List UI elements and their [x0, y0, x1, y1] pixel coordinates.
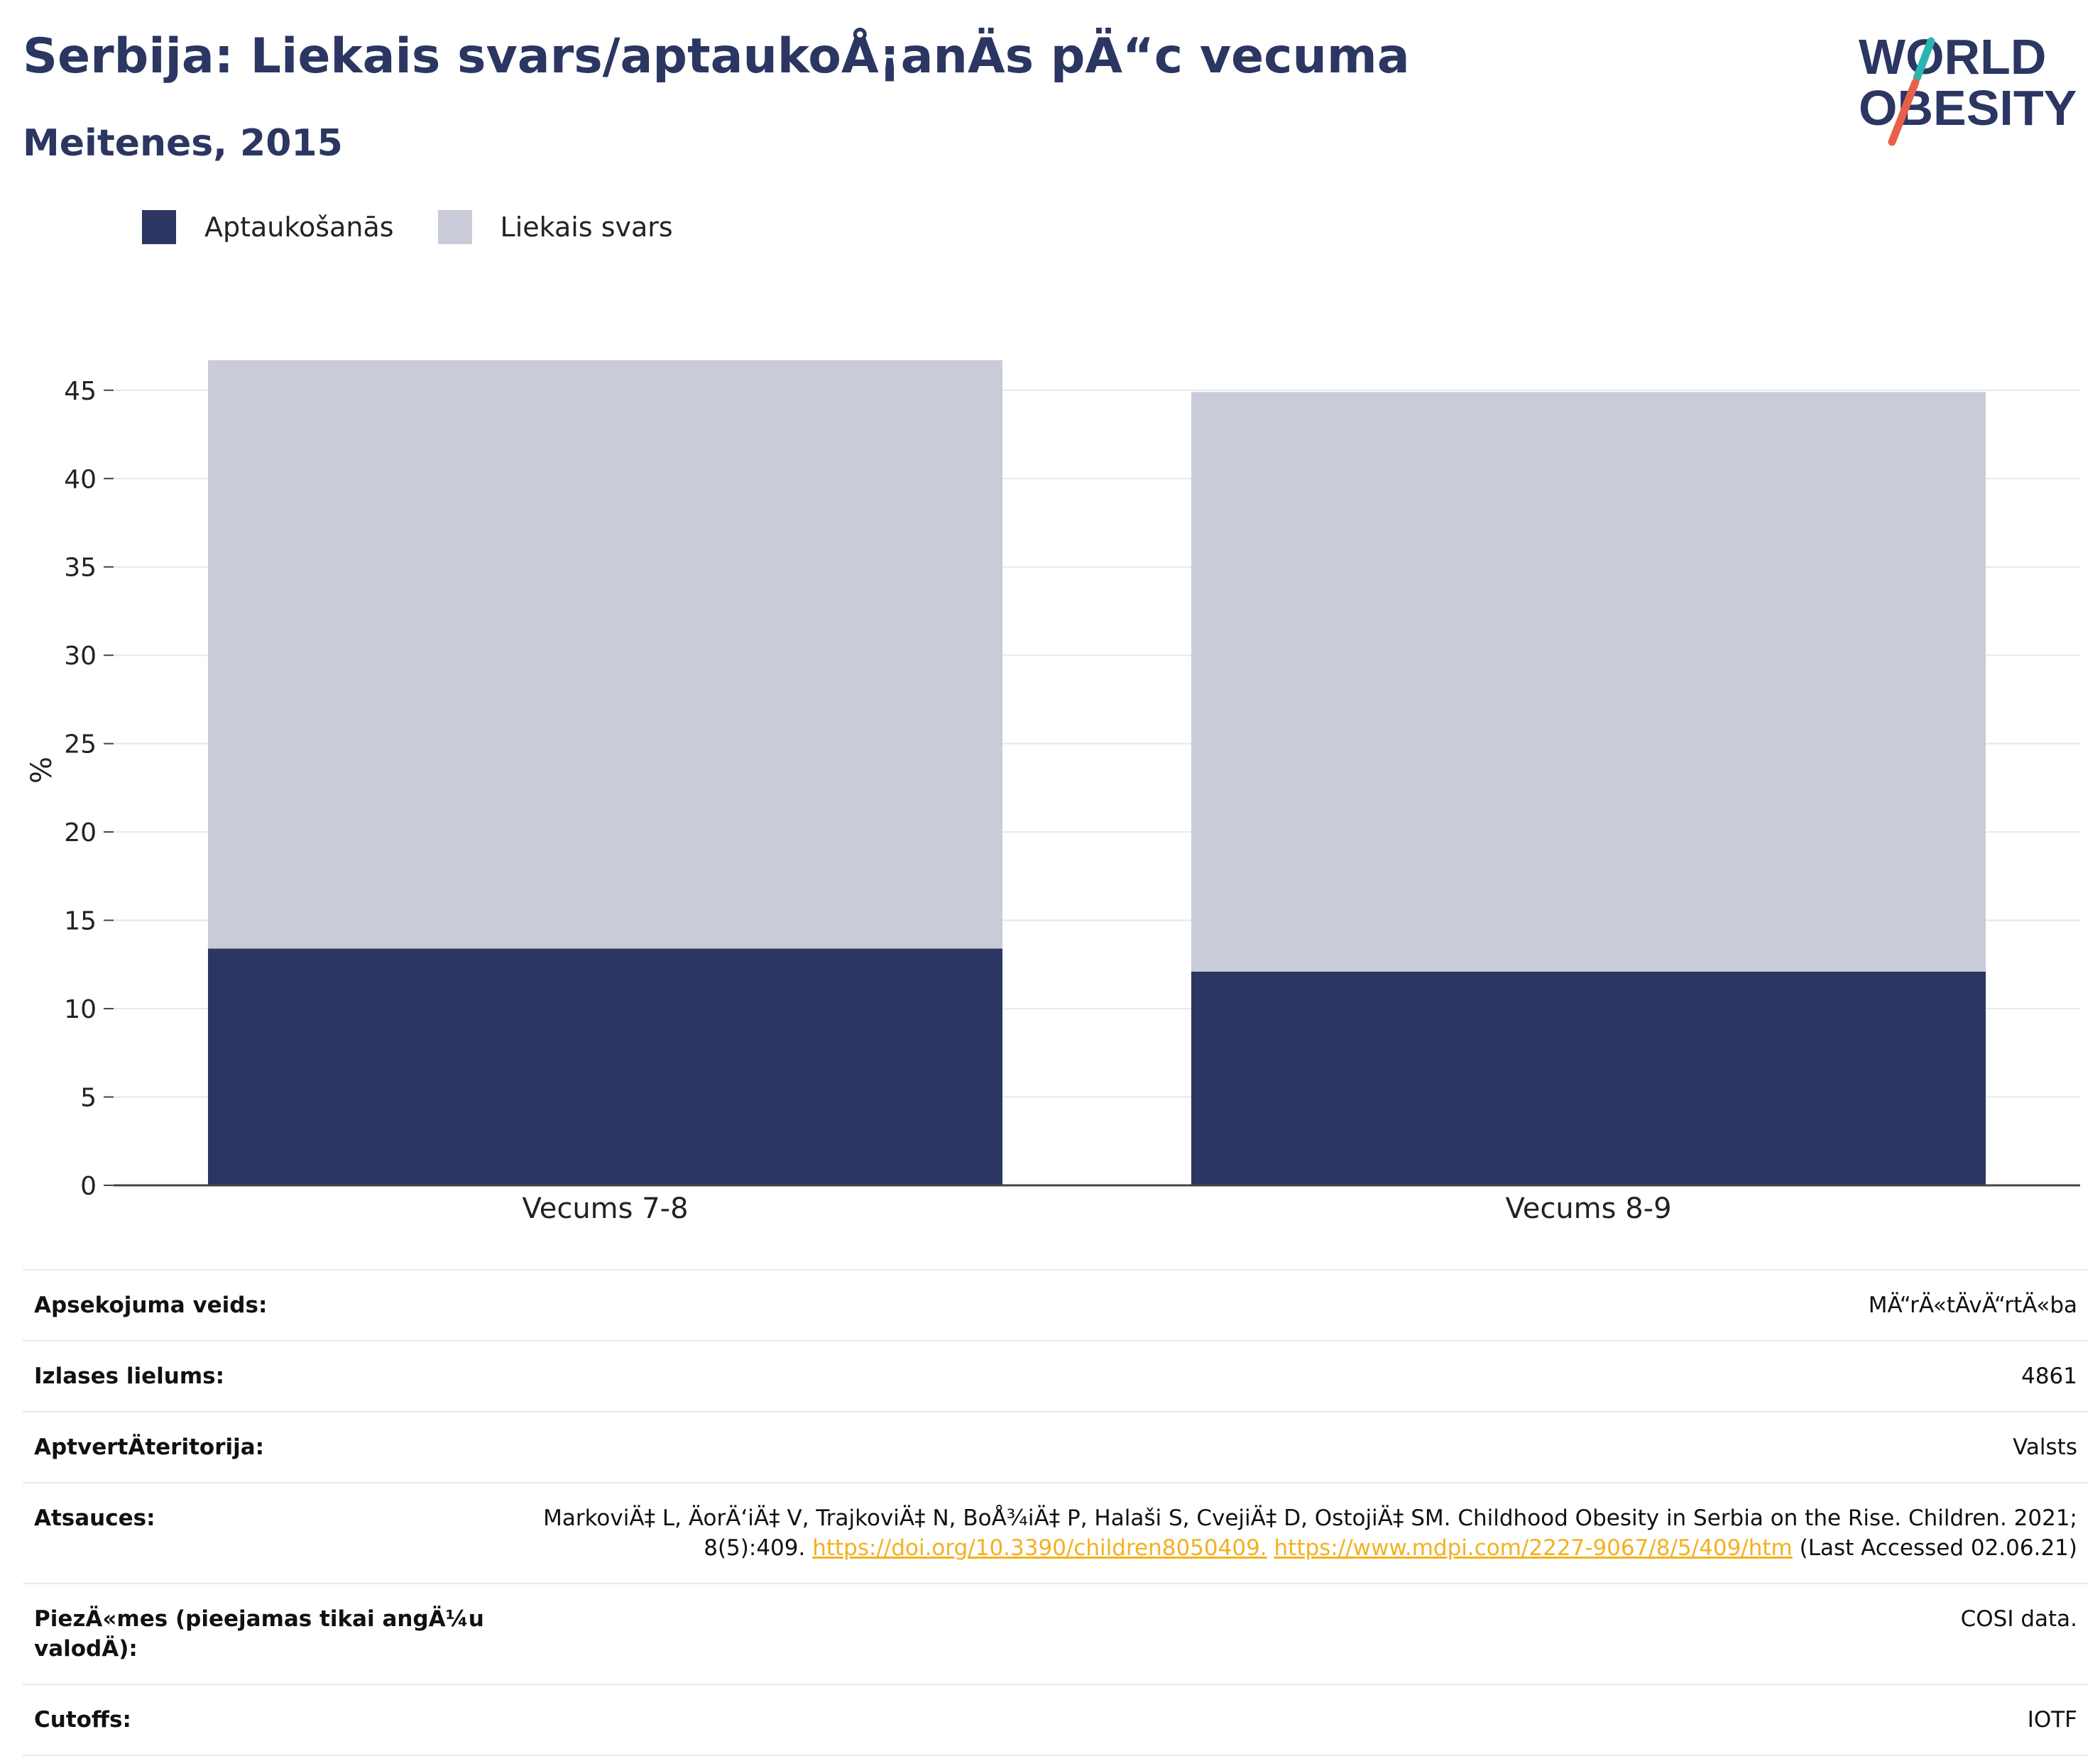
reference-link-doi[interactable]: https://doi.org/10.3390/children8050409.	[812, 1535, 1267, 1561]
info-value-survey-type: MÄ“rÄ«tÄvÄ“rtÄ«ba	[1868, 1293, 2077, 1318]
world-obesity-logo: WORLD OBESITY	[1859, 29, 2077, 146]
info-value-coverage: Valsts	[2013, 1434, 2077, 1460]
info-value-references: MarkoviÄ‡ L, ÄorÄ‘iÄ‡ V, TrajkoviÄ‡ N, B…	[515, 1503, 2077, 1563]
info-row-coverage: AptvertÄteritorija: Valsts	[23, 1411, 2089, 1482]
chart-subtitle: Meitenes, 2015	[23, 122, 343, 165]
info-row-sample-size: Izlases lielums: 4861	[23, 1340, 2089, 1411]
logo-slash-bottom	[1888, 78, 1920, 146]
y-tick-label: 30	[64, 642, 97, 671]
y-tick-label: 35	[64, 554, 97, 583]
x-tick-label: Vecums 8-9	[1505, 1192, 1671, 1225]
y-tick-label: 20	[64, 818, 97, 847]
info-table: Apsekojuma veids: MÄ“rÄ«tÄvÄ“rtÄ«ba Izla…	[23, 1269, 2089, 1756]
info-label-notes: PiezÄ«mes (pieejamas tikai angÄ¼u valodÄ…	[34, 1606, 484, 1662]
logo-word-world: WORLD	[1859, 29, 2046, 84]
info-label-coverage: AptvertÄteritorija:	[34, 1434, 265, 1460]
info-row-notes: PiezÄ«mes (pieejamas tikai angÄ¼u valodÄ…	[23, 1583, 2089, 1684]
bar-obesity-1	[207, 948, 1003, 1185]
y-tick-label: 15	[64, 907, 97, 936]
y-tick-label: 40	[64, 465, 97, 494]
info-row-cutoffs: Cutoffs: IOTF	[23, 1684, 2089, 1756]
reference-link-mdpi[interactable]: https://www.mdpi.com/2227-9067/8/5/409/h…	[1274, 1535, 1793, 1561]
info-label-cutoffs: Cutoffs:	[34, 1707, 131, 1733]
info-row-survey-type: Apsekojuma veids: MÄ“rÄ«tÄvÄ“rtÄ«ba	[23, 1269, 2089, 1340]
y-tick-label: 25	[64, 730, 97, 759]
info-label-sample-size: Izlases lielums:	[34, 1363, 224, 1389]
legend-swatch-overweight	[437, 210, 472, 244]
logo-word-obesity: OBESITY	[1859, 80, 2077, 136]
info-value-sample-size: 4861	[2021, 1363, 2077, 1389]
bar-overweight-1	[207, 360, 1003, 949]
legend-item-obesity[interactable]: Aptaukošanās	[142, 210, 394, 244]
x-tick-label: Vecums 7-8	[522, 1192, 688, 1225]
info-label-survey-type: Apsekojuma veids:	[34, 1293, 268, 1318]
stacked-bar-chart: 0 5 10 15 20 25 30 35 40 45% Vecums 7-8 Vecums 8-9	[26, 360, 2080, 1225]
y-tick-label: 0	[80, 1172, 97, 1201]
reference-text: MarkoviÄ‡ L, ÄorÄ‘iÄ‡ V, TrajkoviÄ‡ N, B…	[543, 1505, 2077, 1561]
logo-slash-top	[1913, 37, 1935, 82]
y-tick-label: 5	[80, 1084, 97, 1113]
y-axis-label: %	[26, 757, 58, 784]
legend-label-overweight: Liekais svars	[500, 212, 673, 243]
bar-overweight-2	[1191, 392, 1986, 972]
info-value-notes: COSI data.	[1960, 1606, 2077, 1632]
bar-obesity-2	[1191, 971, 1986, 1185]
reference-accessed: (Last Accessed 02.06.21)	[1792, 1535, 2077, 1561]
legend-item-overweight[interactable]: Liekais svars	[437, 210, 673, 244]
info-row-references: Atsauces: MarkoviÄ‡ L, ÄorÄ‘iÄ‡ V, Trajk…	[23, 1482, 2089, 1583]
y-tick-label: 45	[64, 377, 97, 406]
y-tick-label: 10	[64, 995, 97, 1024]
chart-title: Serbija: Liekais svars/aptaukoÅ¡anÄs pÄ“…	[23, 28, 1410, 84]
legend-label-obesity: Aptaukošanās	[204, 212, 394, 243]
info-value-cutoffs: IOTF	[2027, 1707, 2077, 1733]
chart-legend: Aptaukošanās Liekais svars	[142, 210, 717, 244]
legend-swatch-obesity	[142, 210, 176, 244]
info-label-references: Atsauces:	[34, 1505, 155, 1531]
